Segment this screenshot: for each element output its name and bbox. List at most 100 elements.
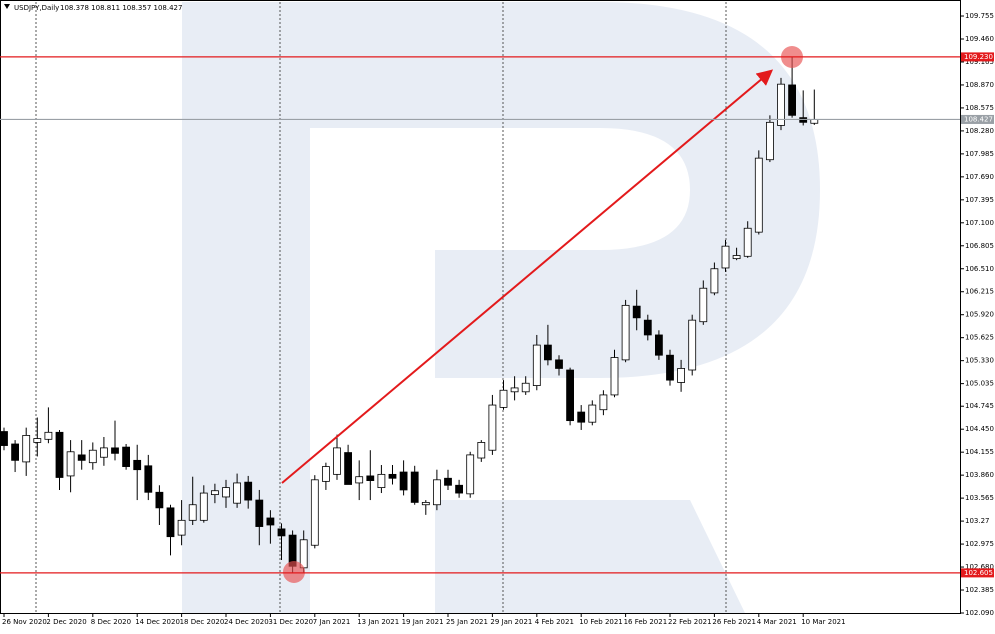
y-tick-label: 109.755 (965, 12, 994, 20)
candle-body (788, 84, 796, 116)
candle-body (244, 481, 253, 501)
x-tick-label: 19 Jan 2021 (402, 618, 444, 626)
candle-body (599, 394, 608, 411)
x-tick-label: 8 Dec 2020 (91, 618, 131, 626)
x-tick-label: 25 Jan 2021 (446, 618, 488, 626)
x-tick-label: 13 Jan 2021 (357, 618, 399, 626)
y-tick-label: 107.690 (965, 173, 994, 181)
candle-body (555, 359, 563, 369)
y-tick-label: 104.745 (965, 402, 994, 410)
candle-body (333, 447, 341, 475)
candle-body (421, 502, 430, 506)
candle-body (233, 482, 242, 504)
y-tick-label: 102.680 (965, 563, 994, 571)
candle-body (266, 517, 275, 526)
candle-body (22, 435, 31, 463)
candle-body (355, 476, 364, 484)
candle-body (177, 519, 186, 536)
candle-body (521, 382, 530, 393)
candle-body (100, 447, 108, 458)
menu-icon (4, 4, 10, 9)
candle-body (655, 334, 663, 356)
candle-body (310, 479, 319, 546)
candle-body (643, 319, 652, 336)
price-tag-label: 109.230 (964, 53, 993, 61)
y-tick-label: 103.27 (965, 517, 990, 525)
candle-body (632, 305, 641, 319)
trend-arrow (281, 69, 774, 484)
candle-body (66, 451, 75, 477)
x-tick-label: 26 Feb 2021 (712, 618, 756, 626)
candle-body (743, 227, 752, 257)
candle-body (133, 459, 142, 471)
y-tick-label: 105.920 (965, 311, 994, 319)
candle-body (277, 528, 286, 537)
candle-body (388, 473, 397, 479)
candle-body (299, 539, 308, 569)
candle-body (444, 477, 452, 486)
y-tick-label: 106.510 (965, 265, 994, 273)
candle-body (732, 255, 741, 260)
x-tick-label: 16 Feb 2021 (624, 618, 668, 626)
price-tag (961, 52, 994, 62)
candle-body (488, 404, 497, 451)
x-tick-label: 4 Mar 2021 (757, 618, 797, 626)
candle-body (666, 354, 674, 381)
period-separators (35, 2, 727, 613)
low-marker (283, 561, 305, 583)
y-tick-label: 109.460 (965, 35, 994, 43)
candle-body (222, 487, 230, 498)
x-tick-label: 10 Mar 2021 (801, 618, 845, 626)
candle-body (588, 404, 597, 423)
x-tick-label: 4 Feb 2021 (535, 618, 574, 626)
y-tick-label: 108.575 (965, 104, 994, 112)
y-tick-label: 102.975 (965, 540, 994, 548)
candle-body (210, 490, 219, 496)
y-tick-label: 104.155 (965, 448, 994, 456)
candle-body (699, 287, 708, 323)
price-tag (961, 568, 994, 578)
y-tick-label: 107.100 (965, 219, 994, 227)
candle-body (188, 504, 197, 521)
candle-body (55, 431, 64, 478)
candle-body (144, 465, 153, 493)
y-tick-label: 105.035 (965, 380, 994, 388)
candle-body (766, 121, 774, 161)
y-tick-label: 106.805 (965, 242, 994, 250)
candle-body (566, 369, 574, 422)
y-tick-label: 108.870 (965, 81, 994, 89)
candle-body (621, 304, 630, 361)
candle-body (432, 479, 441, 506)
candle-body (532, 344, 541, 386)
candle-body (688, 319, 697, 371)
candle-body (0, 431, 8, 446)
x-tick-label: 2 Dec 2020 (46, 618, 86, 626)
candle-body (455, 484, 464, 494)
y-tick-label: 102.385 (965, 586, 994, 594)
candle-body (166, 507, 175, 538)
candle-body (44, 431, 53, 440)
y-tick-label: 108.280 (965, 127, 994, 135)
y-tick-label: 105.625 (965, 334, 994, 342)
candle-body (88, 449, 97, 464)
candle-body (477, 442, 486, 459)
x-tick-label: 24 Dec 2020 (224, 618, 269, 626)
candle-body (410, 471, 419, 503)
y-tick-label: 109.165 (965, 58, 994, 66)
y-tick-label: 106.215 (965, 288, 994, 296)
candle-body (544, 344, 552, 361)
x-tick-label: 31 Dec 2020 (268, 618, 313, 626)
candle-body (122, 446, 130, 467)
y-tick-label: 104.450 (965, 425, 994, 433)
chart-title: USDJPY,Daily (14, 4, 59, 12)
y-tick-label: 103.860 (965, 471, 994, 479)
price-tag-label: 102.605 (964, 569, 993, 577)
x-tick-label: 29 Jan 2021 (490, 618, 532, 626)
candle-body (399, 471, 408, 491)
watermark (182, 2, 820, 613)
candle-body (754, 157, 763, 233)
candle-body (677, 368, 685, 383)
candle-body (344, 452, 353, 485)
candle-body (577, 411, 586, 423)
